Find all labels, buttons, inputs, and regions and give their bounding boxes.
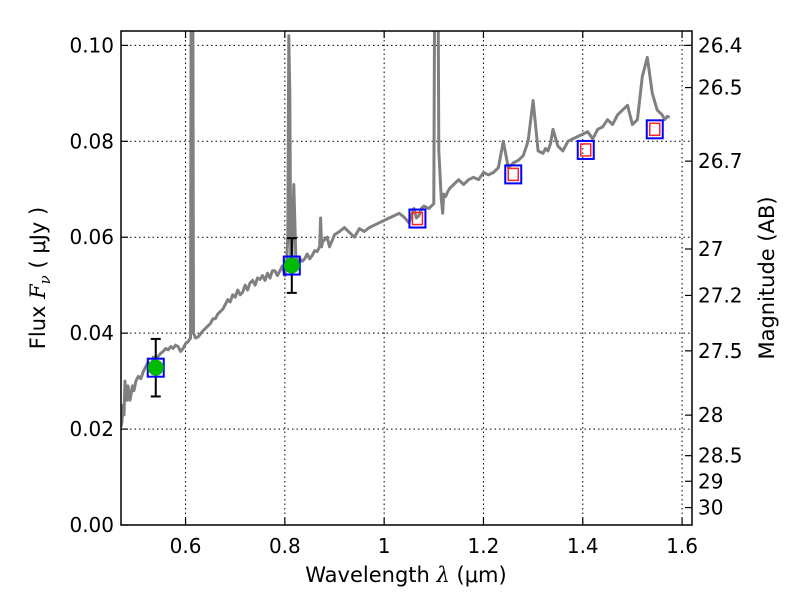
right-tick-label: 29 <box>698 469 723 493</box>
model-flux-marker <box>579 143 592 157</box>
right-tick-label: 27 <box>698 237 723 261</box>
y-tick-label: 0.00 <box>69 513 114 537</box>
grid-lines <box>121 31 692 526</box>
right-tick-label: 26.4 <box>698 33 743 57</box>
right-tick-label: 26.7 <box>698 149 743 173</box>
x-tick-label: 1.4 <box>567 534 599 558</box>
x-tick-label: 1.2 <box>468 534 500 558</box>
right-axis-label: Magnitude (AB) <box>755 196 779 359</box>
model-flux-marker <box>649 122 661 137</box>
right-tick-label: 26.5 <box>698 76 743 100</box>
model-photometry-box <box>645 119 664 140</box>
x-tick-label: 1.6 <box>666 534 698 558</box>
right-tick-label: 28.5 <box>698 444 743 468</box>
model-photometry-box <box>576 139 595 160</box>
model-photometry-box <box>408 208 427 229</box>
plot-frame <box>120 30 693 526</box>
observed-flux-point <box>283 257 300 274</box>
right-tick-label: 30 <box>698 496 723 520</box>
y-tick-label: 0.04 <box>69 321 114 345</box>
y-tick-label: 0.10 <box>69 33 114 57</box>
right-tick-label: 28 <box>698 403 723 427</box>
x-axis-label: Wavelength λ (μm) <box>305 563 506 587</box>
y-tick-label: 0.08 <box>69 129 114 153</box>
x-tick-label: 1 <box>378 534 391 558</box>
right-tick-label: 27.2 <box>698 283 743 307</box>
photometry-points <box>146 119 664 398</box>
y-tick-label: 0.06 <box>69 225 114 249</box>
x-tick-label: 0.8 <box>269 534 301 558</box>
model-spectrum-line <box>121 31 671 428</box>
model-photometry-box <box>504 164 523 185</box>
axis-ticks: 0.6 0.8 1 1.2 1.4 1.6 0.00 0.02 0.04 0.06 0.08 0.10… <box>69 31 743 558</box>
x-tick-label: 0.6 <box>170 534 202 558</box>
observed-flux-point <box>147 359 164 376</box>
y-axis-label: Flux Fν ( μJy ) <box>26 207 54 349</box>
right-tick-label: 27.5 <box>698 339 743 363</box>
y-tick-label: 0.02 <box>69 417 114 441</box>
model-flux-marker <box>507 167 520 182</box>
model-flux-marker <box>411 211 424 226</box>
